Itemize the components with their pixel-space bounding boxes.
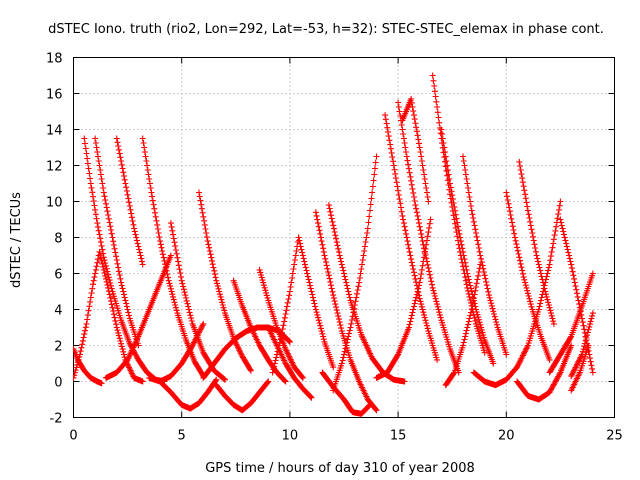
data-series-4: [92, 135, 142, 349]
data-series-6: [103, 252, 174, 381]
y-tick-label: -2: [50, 412, 63, 427]
series-markers: [269, 234, 302, 376]
series-markers: [312, 209, 380, 414]
series-markers: [429, 72, 488, 356]
data-series-9: [167, 220, 228, 383]
y-tick-label: 14: [46, 124, 63, 139]
data-series-17: [265, 324, 315, 401]
data-series-40: [568, 342, 592, 394]
y-tick-label: 16: [46, 88, 63, 103]
data-series-28: [429, 72, 488, 356]
data-series-1: [72, 248, 146, 385]
y-tick-label: 4: [54, 304, 62, 319]
y-tick-label: 0: [54, 376, 62, 391]
data-series-18: [269, 234, 302, 376]
x-tick-label: 5: [178, 429, 186, 444]
data-series-26: [399, 95, 432, 205]
series-markers: [113, 135, 146, 268]
data-series-32: [470, 342, 531, 389]
series-markers: [92, 135, 142, 349]
x-tick-label: 0: [69, 429, 77, 444]
series-markers: [399, 95, 432, 205]
data-series-19: [295, 234, 337, 371]
x-tick-label: 15: [390, 429, 407, 444]
data-series-23: [325, 202, 408, 385]
series-markers: [546, 270, 596, 376]
series-markers: [187, 376, 220, 412]
y-tick-label: 6: [54, 268, 62, 283]
data-series-11: [187, 376, 220, 412]
data-series-36: [524, 198, 564, 349]
series-markers: [557, 216, 596, 376]
series-markers: [265, 324, 315, 401]
data-series-10: [157, 378, 194, 412]
chart-title: dSTEC Iono. truth (rio2, Lon=292, Lat=-5…: [48, 22, 604, 37]
data-series-2: [72, 346, 105, 387]
data-series-16: [256, 266, 306, 381]
y-tick-label: 18: [46, 52, 63, 67]
data-series-8: [146, 320, 207, 385]
y-tick-label: 8: [54, 232, 62, 247]
series-markers: [146, 320, 207, 385]
data-series-20: [312, 209, 380, 414]
y-tick-label: 12: [46, 160, 63, 175]
series-markers: [524, 198, 564, 349]
y-axis-title: dSTEC / TECUs: [9, 192, 24, 288]
data-series-35: [514, 342, 575, 403]
series-markers: [167, 220, 228, 383]
data-series-37: [557, 216, 596, 376]
data-series-5: [113, 135, 146, 268]
data-series-30: [442, 261, 484, 389]
data-series-31: [460, 153, 510, 358]
y-tick-label: 2: [54, 340, 62, 355]
series-markers: [514, 342, 575, 403]
data-series: [72, 72, 596, 417]
series-markers: [103, 252, 174, 381]
y-tick-label: 10: [46, 196, 63, 211]
series-markers: [72, 346, 105, 387]
x-tick-label: 25: [606, 429, 623, 444]
data-series-38: [546, 270, 596, 376]
series-markers: [325, 202, 408, 385]
series-markers: [295, 234, 337, 371]
data-series-25: [382, 112, 441, 363]
series-markers: [395, 99, 462, 376]
axis-ticks: 0 5 10 15 20 25 -2 0 2 4 6 8 10 12 14 16 18: [46, 52, 623, 444]
series-markers: [157, 378, 194, 412]
series-markers: [568, 342, 592, 394]
x-tick-label: 10: [282, 429, 299, 444]
series-markers: [382, 112, 441, 363]
series-markers: [213, 378, 272, 414]
data-series-39: [568, 310, 596, 380]
data-series-13: [213, 378, 272, 414]
series-markers: [516, 158, 557, 327]
series-markers: [568, 310, 596, 380]
x-axis-title: GPS time / hours of day 310 of year 2008: [205, 461, 475, 476]
series-markers: [460, 153, 510, 358]
data-series-27: [395, 99, 462, 376]
series-markers: [470, 342, 531, 389]
series-markers: [256, 266, 306, 381]
x-tick-label: 20: [498, 429, 515, 444]
data-series-34: [516, 158, 557, 327]
data-series-29: [438, 126, 497, 367]
series-markers: [438, 126, 497, 367]
series-markers: [442, 261, 484, 389]
series-markers: [72, 248, 146, 385]
